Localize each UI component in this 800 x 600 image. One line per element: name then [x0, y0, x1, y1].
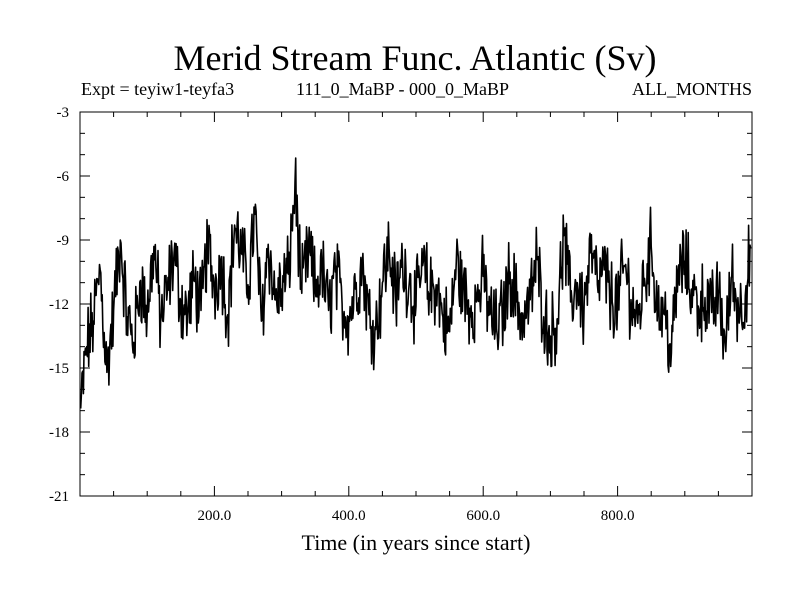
- y-tick-label: -3: [57, 105, 70, 121]
- y-tick-label: -18: [49, 425, 69, 441]
- plot-frame: [79, 111, 753, 497]
- axis-ticks: [80, 112, 752, 496]
- y-tick-label: -21: [49, 489, 69, 505]
- x-tick-label: 400.0: [332, 508, 366, 524]
- chart-title: Merid Stream Func. Atlantic (Sv): [173, 38, 657, 78]
- x-axis-label: Time (in years since start): [301, 530, 531, 555]
- y-tick-label: -6: [57, 169, 70, 185]
- y-tick-labels: -3 -6 -9 -12 -15 -18 -21: [49, 105, 69, 505]
- series-line: [79, 157, 752, 409]
- y-tick-label: -15: [49, 361, 69, 377]
- experiment-label: Expt = teyiw1-teyfa3: [81, 79, 235, 99]
- months-label: ALL_MONTHS: [632, 79, 752, 99]
- x-tick-label: 200.0: [198, 508, 232, 524]
- x-tick-labels: 200.0 400.0 600.0 800.0: [198, 508, 635, 524]
- x-tick-label: 800.0: [601, 508, 635, 524]
- y-tick-label: -12: [49, 297, 69, 313]
- period-label: 111_0_MaBP - 000_0_MaBP: [296, 79, 510, 99]
- x-tick-label: 600.0: [466, 508, 500, 524]
- y-tick-label: -9: [57, 233, 70, 249]
